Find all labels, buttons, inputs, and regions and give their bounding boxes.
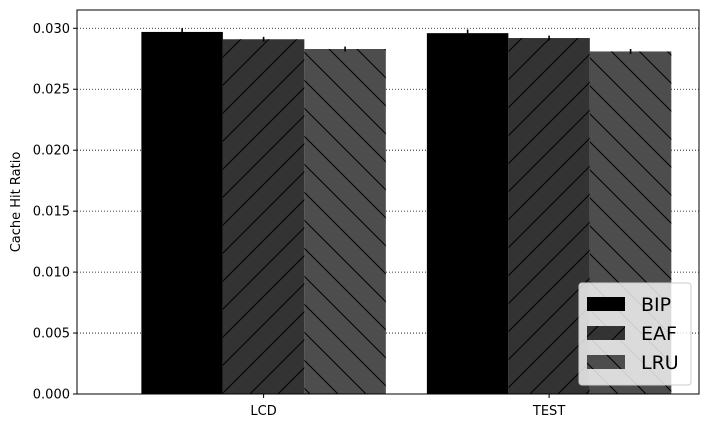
x-tick-label: LCD (250, 404, 276, 419)
y-axis: 0.000 0.005 0.010 0.015 0.020 0.025 0.030 (33, 22, 77, 403)
error-bars (181, 28, 632, 54)
y-axis-label: Cache Hit Ratio (9, 152, 24, 253)
y-tick-label: 0.020 (33, 144, 70, 159)
bar-hatch-lru-lcd (304, 49, 386, 395)
legend-label-bip: BIP (641, 294, 671, 316)
y-tick-label: 0.005 (33, 327, 70, 342)
bar-hatch-eaf-test (508, 38, 590, 395)
bar-bip-test (426, 33, 509, 395)
y-tick-label: 0.015 (33, 205, 70, 220)
legend-swatch-hatch (587, 326, 625, 340)
legend-swatch-bip (587, 297, 625, 311)
x-tick-label: TEST (532, 404, 565, 419)
legend-label-lru: LRU (641, 352, 679, 374)
legend: BIP EAF LRU (578, 282, 692, 386)
y-tick-label: 0.010 (33, 266, 70, 281)
legend-swatch-hatch (587, 355, 625, 369)
bar-hatch-eaf-lcd (222, 39, 305, 394)
plot-frame (76, 9, 700, 395)
y-tick-label: 0.030 (33, 22, 70, 37)
x-axis: LCD TEST (250, 394, 565, 419)
legend-label-eaf: EAF (641, 323, 677, 345)
y-tick-label: 0.000 (33, 388, 70, 403)
y-tick-label: 0.025 (33, 83, 70, 98)
bar-bip-lcd (141, 31, 223, 394)
